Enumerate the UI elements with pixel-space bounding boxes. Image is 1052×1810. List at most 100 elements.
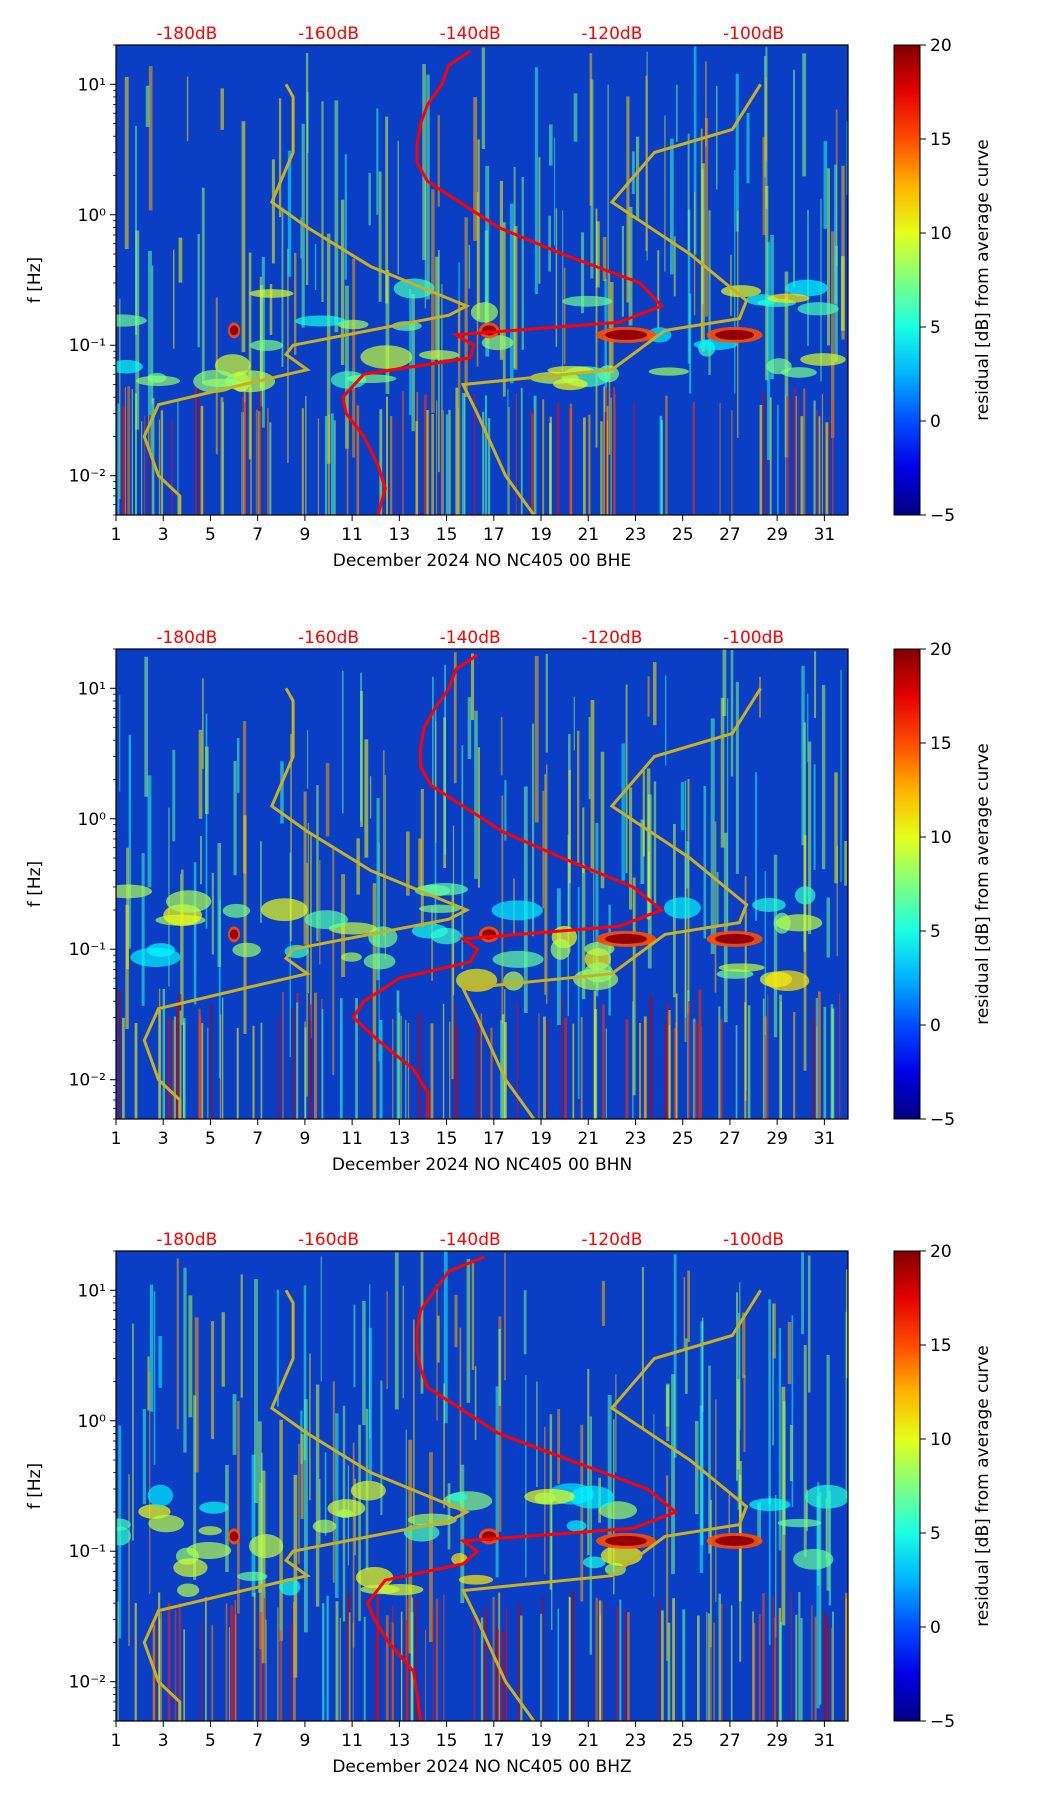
heatmap-streak xyxy=(279,1419,283,1641)
psd-median-curve xyxy=(365,1255,679,1721)
heatmap-blob xyxy=(260,898,308,922)
heatmap-spike xyxy=(507,389,509,515)
x-tick-label: 9 xyxy=(299,525,310,545)
heatmap-spike xyxy=(160,410,164,515)
heatmap-spike xyxy=(339,998,343,1119)
heatmap-spike xyxy=(673,1028,677,1119)
heatmap-streak xyxy=(509,203,514,384)
heatmap-streak xyxy=(625,684,628,874)
heatmap-spike xyxy=(200,406,204,515)
x-tick-label: 5 xyxy=(205,1129,216,1149)
heatmap-streak xyxy=(211,1321,215,1440)
heatmap-storm-core xyxy=(229,929,239,940)
heatmap-spike xyxy=(292,1008,295,1119)
heatmap-spike xyxy=(483,1608,487,1721)
y-tick-label: 10¹ xyxy=(78,75,106,95)
psd-median-curve xyxy=(341,49,665,515)
heatmap-spike xyxy=(134,1603,137,1721)
heatmap-spike xyxy=(610,397,612,515)
heatmap-streak xyxy=(734,170,736,394)
heatmap-streak xyxy=(826,1354,830,1591)
heatmap-spike xyxy=(391,1622,395,1721)
heatmap-blob xyxy=(718,963,765,972)
heatmap-spike xyxy=(405,1019,407,1119)
colorbar-tick-label: 20 xyxy=(930,36,952,56)
heatmap-spike xyxy=(279,1630,283,1721)
heatmap-streak xyxy=(607,84,609,324)
x-axis-title: December 2024 NO NC405 00 BHE xyxy=(333,551,631,571)
heatmap-streak xyxy=(737,210,739,438)
x-tick-label: 3 xyxy=(158,1129,169,1149)
heatmap-streak xyxy=(807,1255,811,1393)
x-tick-label: 1 xyxy=(111,1129,122,1149)
x-tick-label: 3 xyxy=(158,525,169,545)
y-tick-label: 10⁰ xyxy=(78,206,107,226)
heatmap-spike xyxy=(557,1608,560,1721)
heatmap-streak xyxy=(193,1395,197,1581)
heatmap-spike xyxy=(158,419,160,515)
heatmap-spike xyxy=(143,415,146,515)
heatmap-streak xyxy=(587,1368,590,1556)
colorbar xyxy=(893,44,921,516)
heatmap-streak xyxy=(816,1495,820,1709)
heatmap-streak xyxy=(580,1424,584,1602)
top-db-label: -180dB xyxy=(156,24,217,44)
top-db-label: -160dB xyxy=(298,1230,359,1250)
x-tick-label: 21 xyxy=(577,525,599,545)
heatmap-spike xyxy=(385,1615,389,1721)
heatmap-streak xyxy=(568,769,571,884)
heatmap-streak xyxy=(793,69,795,287)
heatmap-spike xyxy=(386,396,389,515)
heatmap-spike xyxy=(556,403,560,515)
heatmap-streak xyxy=(197,234,200,348)
heatmap-streak xyxy=(119,695,121,792)
colorbar-tick-label: −5 xyxy=(930,506,955,526)
heatmap-streak xyxy=(657,250,660,329)
heatmap-spike xyxy=(317,418,320,515)
colorbar-tick-label: −5 xyxy=(930,1110,955,1130)
heatmap-spike xyxy=(321,1009,324,1119)
heatmap-spike xyxy=(632,1001,634,1119)
heatmap-streak xyxy=(420,1251,424,1394)
heatmap-streak xyxy=(307,823,309,993)
heatmap-spike xyxy=(117,1601,119,1721)
heatmap-streak xyxy=(498,1328,501,1406)
heatmap-streak xyxy=(408,1439,413,1654)
heatmap-streak xyxy=(149,1284,154,1412)
heatmap-spike xyxy=(205,1597,207,1721)
colorbar-tick-label: 10 xyxy=(930,224,952,244)
heatmap-streak xyxy=(551,1495,553,1631)
heatmap-streak xyxy=(172,749,176,842)
heatmap-streak xyxy=(708,210,711,376)
heatmap-streak xyxy=(376,108,379,215)
heatmap-streak xyxy=(604,279,607,413)
heatmap-spike xyxy=(814,1616,817,1721)
heatmap-spike xyxy=(236,1027,239,1119)
heatmap-streak xyxy=(710,718,715,955)
heatmap-spike xyxy=(233,1611,236,1721)
heatmap-spike xyxy=(235,1614,237,1721)
noise-model-high xyxy=(460,687,762,1119)
heatmap-streak xyxy=(241,121,246,353)
colorbar-tick-label: 5 xyxy=(930,318,941,338)
y-axis-title: f [Hz] xyxy=(25,861,45,907)
noise-model-low xyxy=(142,83,471,515)
heatmap-streak xyxy=(813,764,816,870)
heatmap-blob xyxy=(147,1484,174,1507)
top-db-label: -140dB xyxy=(440,628,501,648)
y-tick-label: 10⁻¹ xyxy=(69,336,106,356)
heatmap-spike xyxy=(818,416,821,515)
heatmap-spike xyxy=(797,397,799,515)
x-tick-label: 13 xyxy=(389,1129,411,1149)
top-db-label: -120dB xyxy=(581,24,642,44)
y-tick-label: 10⁰ xyxy=(78,1412,107,1432)
heatmap-streak xyxy=(595,208,598,448)
heatmap-spike xyxy=(666,1002,669,1119)
heatmap-blob xyxy=(562,295,613,307)
heatmap-blob xyxy=(524,1488,575,1505)
heatmap-streak xyxy=(845,1269,848,1378)
heatmap-spike xyxy=(376,1596,379,1721)
heatmap-streak xyxy=(746,113,750,184)
colorbar-tick-label: 5 xyxy=(930,1524,941,1544)
heatmap-streak xyxy=(802,53,807,177)
